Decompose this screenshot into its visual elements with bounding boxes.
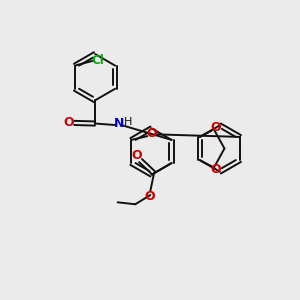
Text: O: O <box>211 122 221 134</box>
Text: H: H <box>124 117 132 127</box>
Text: Cl: Cl <box>92 54 104 67</box>
Text: O: O <box>145 190 155 203</box>
Text: O: O <box>211 163 221 176</box>
Text: O: O <box>146 127 157 140</box>
Text: O: O <box>132 149 142 162</box>
Text: O: O <box>64 116 74 129</box>
Text: N: N <box>114 117 124 130</box>
